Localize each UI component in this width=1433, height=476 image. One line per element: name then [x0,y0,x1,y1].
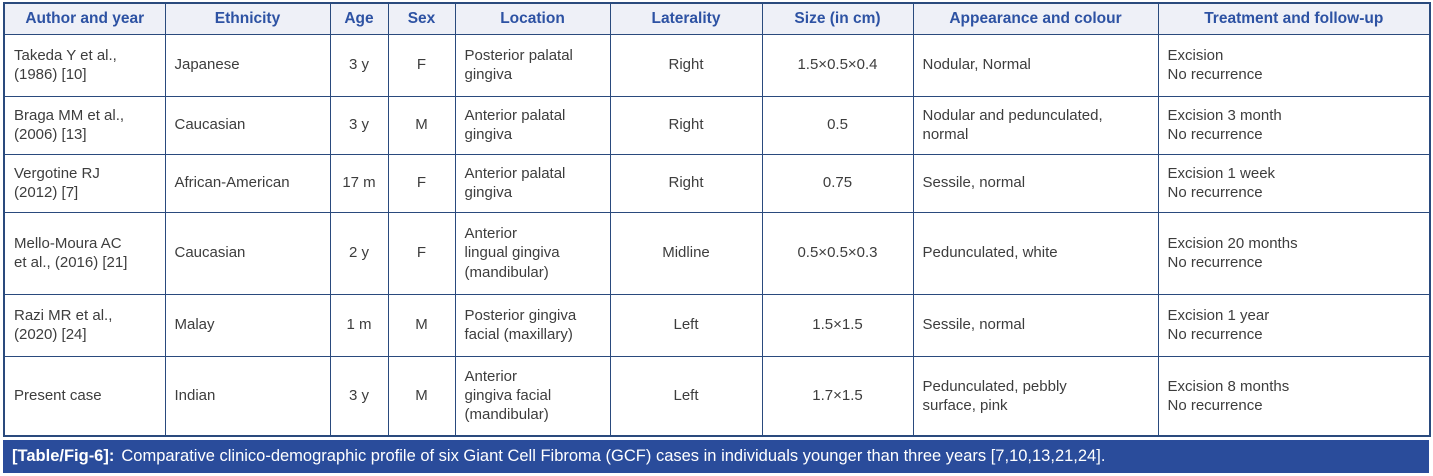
cell-size: 1.5×1.5 [761,293,914,357]
cell-ethnicity: African-American [164,153,331,213]
col-header-appearance: Appearance and colour [912,2,1159,35]
cell-author: Razi MR et al., (2020) [24] [3,293,166,357]
cell-ethnicity: Malay [164,293,331,357]
cell-ethnicity: Caucasian [164,211,331,295]
table-body: Takeda Y et al., (1986) [10] Japanese 3 … [3,33,1431,437]
col-header-size: Size (in cm) [761,2,914,35]
cell-location: Posterior palatal gingiva [454,33,611,97]
cell-size: 0.75 [761,153,914,213]
cell-treatment: Excision 8 months No recurrence [1157,355,1431,437]
col-header-ethnicity: Ethnicity [164,2,331,35]
cell-location: Anterior gingiva facial (mandibular) [454,355,611,437]
table-row: Razi MR et al., (2020) [24] Malay 1 m M … [3,293,1431,357]
cell-appearance: Nodular and pedunculated, normal [912,95,1159,155]
table-row: Braga MM et al., (2006) [13] Caucasian 3… [3,95,1431,155]
cell-size: 0.5 [761,95,914,155]
cell-location: Anterior lingual gingiva (mandibular) [454,211,611,295]
caption-text: Comparative clinico-demographic profile … [121,447,1106,466]
cell-author: Takeda Y et al., (1986) [10] [3,33,166,97]
cell-sex: F [387,211,456,295]
cell-age: 1 m [329,293,389,357]
cell-appearance: Sessile, normal [912,293,1159,357]
cell-appearance: Pedunculated, white [912,211,1159,295]
cell-laterality: Midline [609,211,763,295]
cell-treatment: Excision 3 month No recurrence [1157,95,1431,155]
cell-size: 0.5×0.5×0.3 [761,211,914,295]
cell-laterality: Right [609,95,763,155]
cell-age: 3 y [329,355,389,437]
cell-appearance: Sessile, normal [912,153,1159,213]
cell-appearance: Pedunculated, pebbly surface, pink [912,355,1159,437]
caption-figure-label: [Table/Fig-6]: [12,447,115,466]
cell-author: Braga MM et al., (2006) [13] [3,95,166,155]
cell-author: Vergotine RJ (2012) [7] [3,153,166,213]
table-row: Present case Indian 3 y M Anterior gingi… [3,355,1431,437]
cell-age: 3 y [329,95,389,155]
cell-author: Mello-Moura AC et al., (2016) [21] [3,211,166,295]
col-header-treatment: Treatment and follow-up [1157,2,1431,35]
cell-sex: F [387,153,456,213]
cell-laterality: Right [609,33,763,97]
col-header-location: Location [454,2,611,35]
cell-author: Present case [3,355,166,437]
col-header-age: Age [329,2,389,35]
cell-appearance: Nodular, Normal [912,33,1159,97]
col-header-sex: Sex [387,2,456,35]
header-row: Author and year Ethnicity Age Sex Locati… [3,2,1431,35]
cell-age: 2 y [329,211,389,295]
cell-laterality: Right [609,153,763,213]
cell-ethnicity: Japanese [164,33,331,97]
cell-laterality: Left [609,355,763,437]
cell-treatment: Excision 1 year No recurrence [1157,293,1431,357]
cell-treatment: Excision No recurrence [1157,33,1431,97]
cell-ethnicity: Caucasian [164,95,331,155]
cell-ethnicity: Indian [164,355,331,437]
cell-sex: F [387,33,456,97]
cell-location: Anterior palatal gingiva [454,153,611,213]
cell-location: Anterior palatal gingiva [454,95,611,155]
cell-age: 17 m [329,153,389,213]
cell-location: Posterior gingiva facial (maxillary) [454,293,611,357]
col-header-author: Author and year [3,2,166,35]
col-header-laterality: Laterality [609,2,763,35]
cell-size: 1.7×1.5 [761,355,914,437]
table-row: Mello-Moura AC et al., (2016) [21] Cauca… [3,211,1431,295]
cell-sex: M [387,355,456,437]
table-header: Author and year Ethnicity Age Sex Locati… [3,2,1431,35]
cell-laterality: Left [609,293,763,357]
table-caption: [Table/Fig-6]: Comparative clinico-demog… [3,440,1429,473]
cell-age: 3 y [329,33,389,97]
cell-treatment: Excision 20 months No recurrence [1157,211,1431,295]
table-row: Takeda Y et al., (1986) [10] Japanese 3 … [3,33,1431,97]
table-row: Vergotine RJ (2012) [7] African-American… [3,153,1431,213]
cell-sex: M [387,95,456,155]
comparison-table: Author and year Ethnicity Age Sex Locati… [3,2,1431,437]
cell-size: 1.5×0.5×0.4 [761,33,914,97]
cell-sex: M [387,293,456,357]
cell-treatment: Excision 1 week No recurrence [1157,153,1431,213]
